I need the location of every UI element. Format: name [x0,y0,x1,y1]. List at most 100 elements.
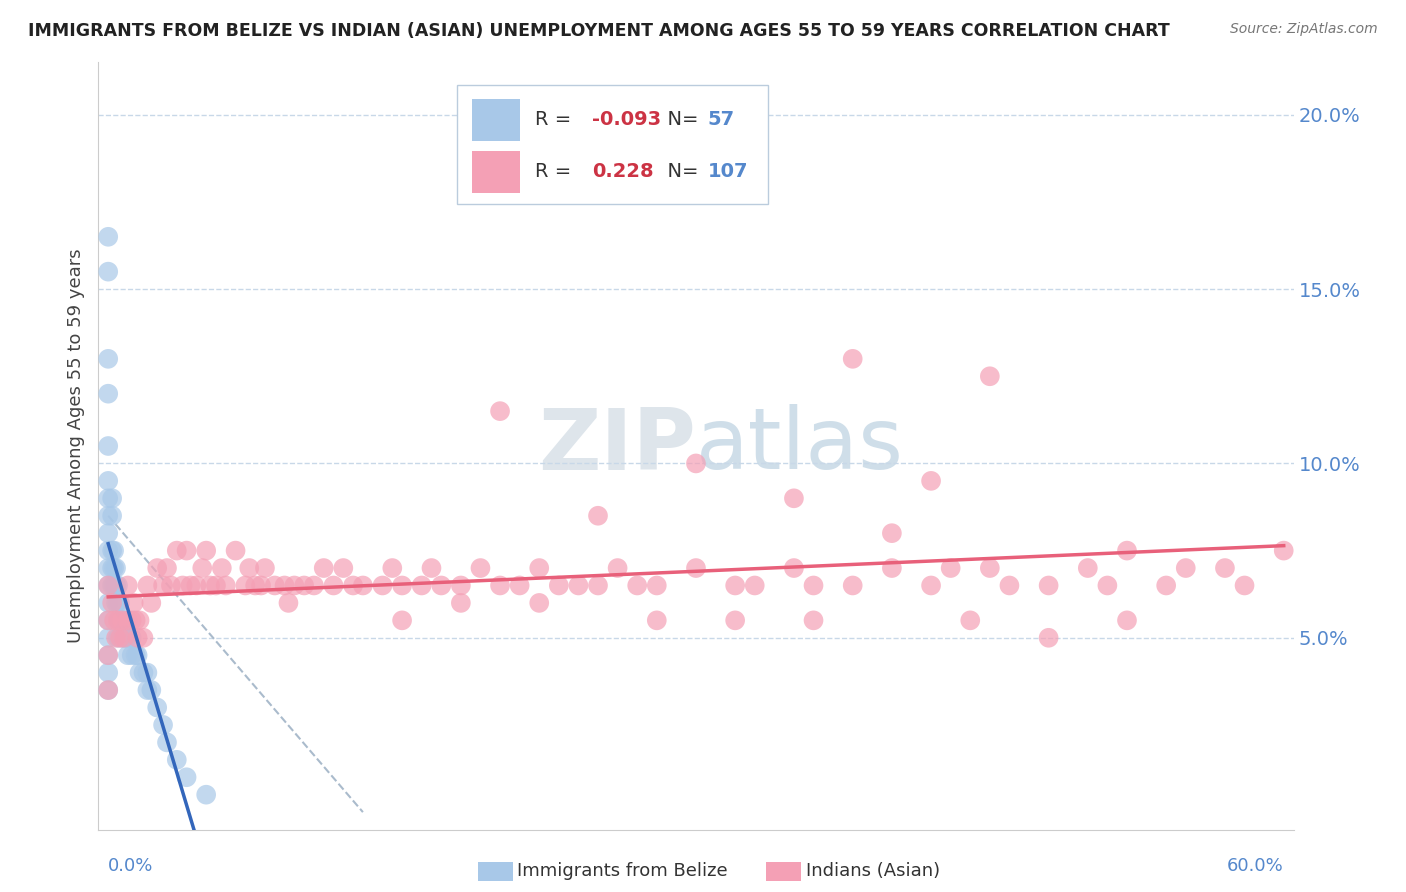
Text: R =: R = [534,110,576,128]
Text: N=: N= [655,110,704,128]
Point [108,631,131,645]
Point [103,578,125,592]
Point [489,578,512,592]
Point [97,439,120,453]
Point [880,526,903,541]
Point [97,683,120,698]
Point [97,474,120,488]
Y-axis label: Unemployment Among Ages 55 to 59 years: Unemployment Among Ages 55 to 59 years [66,249,84,643]
Point [101,508,124,523]
Point [127,648,149,663]
Point [166,753,188,767]
Point [105,596,128,610]
Point [322,578,344,592]
Point [132,665,155,680]
Text: atlas: atlas [696,404,904,488]
Text: ZIP: ZIP [538,404,696,488]
Text: 107: 107 [709,161,748,181]
Point [470,561,492,575]
Point [146,700,169,714]
Point [783,491,806,506]
Point [97,648,120,663]
Point [172,578,194,592]
Point [273,578,295,592]
Point [97,508,120,523]
Point [1154,578,1177,592]
Point [128,665,150,680]
Point [103,543,125,558]
Point [352,578,374,592]
FancyBboxPatch shape [472,99,520,142]
Point [1174,561,1197,575]
Point [1038,578,1060,592]
Point [107,631,129,645]
Text: 57: 57 [709,110,735,128]
Point [179,578,201,592]
Point [97,578,120,592]
Point [920,474,942,488]
Point [105,561,128,575]
Point [841,578,863,592]
Point [117,613,139,627]
Point [121,648,143,663]
Point [391,613,413,627]
Point [420,561,443,575]
Point [186,578,208,592]
Text: R =: R = [534,161,576,181]
Point [1116,543,1139,558]
Point [586,578,609,592]
Point [342,578,364,592]
Point [176,543,198,558]
Point [103,561,125,575]
Text: Indians (Asian): Indians (Asian) [806,863,939,880]
Point [97,265,120,279]
Point [111,613,134,627]
Point [529,596,551,610]
Point [112,631,135,645]
Point [121,631,143,645]
Point [243,578,266,592]
Point [97,561,120,575]
Text: Source: ZipAtlas.com: Source: ZipAtlas.com [1230,22,1378,37]
Point [97,386,120,401]
Point [127,631,149,645]
Point [920,578,942,592]
Point [107,596,129,610]
Point [939,561,962,575]
Point [97,613,120,627]
Point [509,578,531,592]
Point [959,613,981,627]
Point [111,631,134,645]
Point [195,543,218,558]
Point [381,561,404,575]
Point [567,578,589,592]
Point [124,648,146,663]
Point [253,561,276,575]
Point [141,596,163,610]
Point [121,613,143,627]
Point [998,578,1021,592]
Point [122,596,145,610]
Point [107,613,129,627]
Point [166,543,188,558]
Point [111,613,134,627]
Point [141,683,163,698]
Point [198,578,221,592]
Point [160,578,183,592]
Point [215,578,238,592]
Point [1097,578,1119,592]
Point [312,561,335,575]
Point [176,770,198,784]
Point [489,404,512,418]
Point [302,578,325,592]
Point [108,613,131,627]
Point [430,578,453,592]
Point [783,561,806,575]
Point [97,526,120,541]
Point [724,613,747,627]
Point [117,631,139,645]
Point [124,613,146,627]
Point [152,578,174,592]
Point [283,578,305,592]
Point [136,665,159,680]
